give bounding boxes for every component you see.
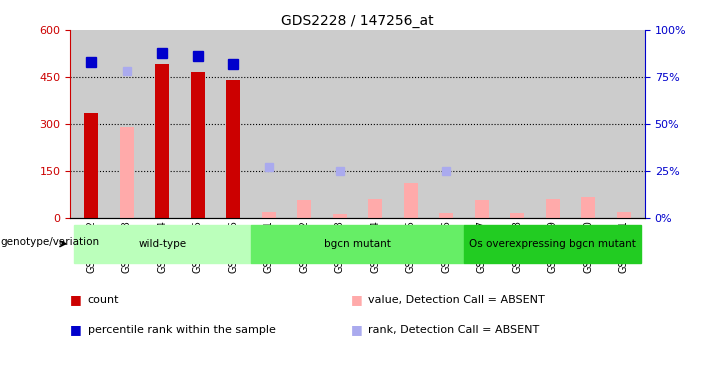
Text: genotype/variation: genotype/variation: [1, 237, 100, 247]
Text: rank, Detection Call = ABSENT: rank, Detection Call = ABSENT: [368, 325, 539, 335]
Bar: [617, 212, 631, 217]
Bar: [333, 214, 347, 217]
Text: Os overexpressing bgcn mutant: Os overexpressing bgcn mutant: [469, 239, 636, 249]
Text: ■: ■: [70, 294, 82, 306]
Title: GDS2228 / 147256_at: GDS2228 / 147256_at: [281, 13, 434, 28]
Bar: [545, 199, 560, 217]
Bar: [251, 225, 464, 262]
Text: ■: ■: [350, 294, 362, 306]
Text: ■: ■: [70, 324, 82, 336]
Bar: [74, 225, 251, 262]
Text: bgcn mutant: bgcn mutant: [324, 239, 391, 249]
Bar: [475, 200, 489, 217]
Bar: [155, 64, 170, 218]
Bar: [439, 213, 454, 217]
Text: ■: ■: [350, 324, 362, 336]
Bar: [297, 200, 311, 217]
Text: wild-type: wild-type: [138, 239, 186, 249]
Bar: [261, 212, 276, 217]
Bar: [404, 183, 418, 218]
Bar: [368, 199, 382, 217]
Bar: [581, 197, 595, 217]
Bar: [84, 113, 98, 218]
Bar: [120, 127, 134, 218]
Bar: [464, 225, 641, 262]
Bar: [510, 213, 524, 217]
Text: percentile rank within the sample: percentile rank within the sample: [88, 325, 275, 335]
Text: value, Detection Call = ABSENT: value, Detection Call = ABSENT: [368, 295, 545, 305]
Text: count: count: [88, 295, 119, 305]
Bar: [226, 80, 240, 218]
Bar: [191, 72, 205, 217]
